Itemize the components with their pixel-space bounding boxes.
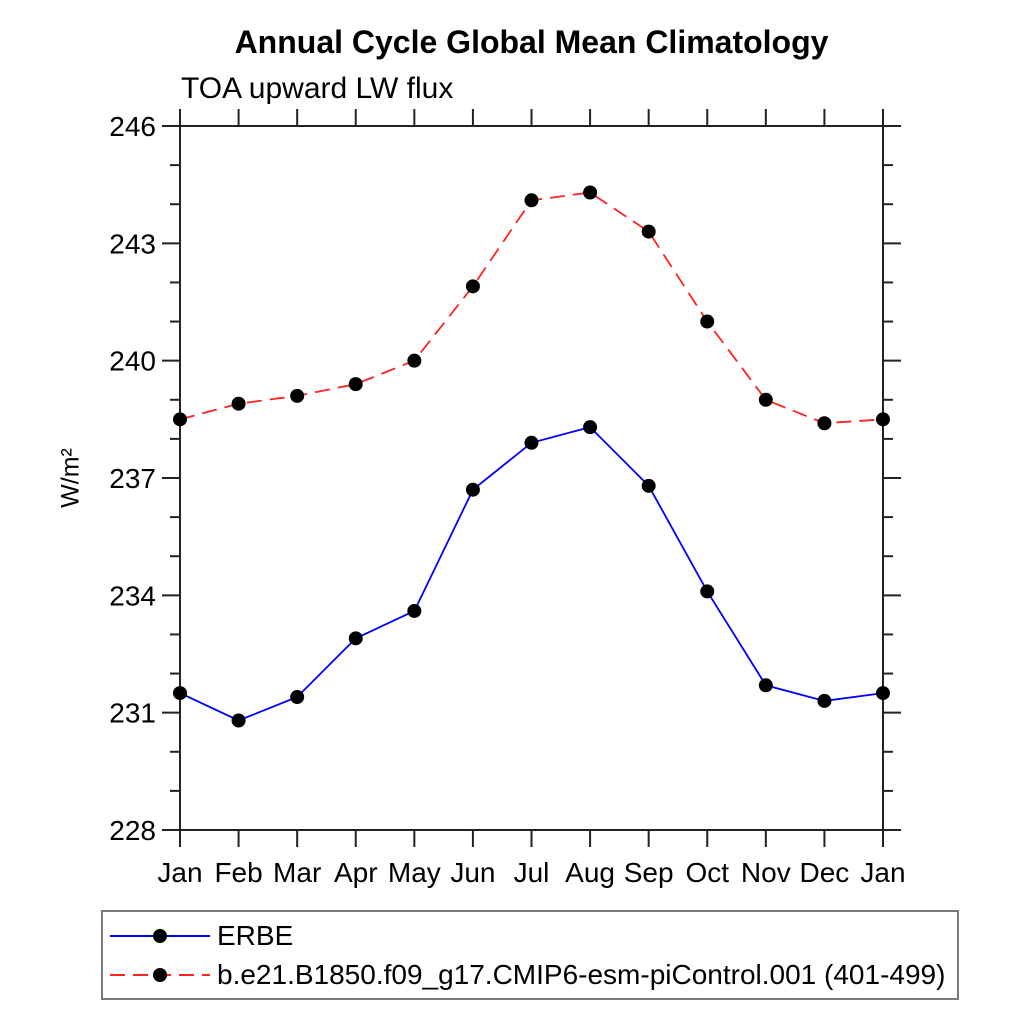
x-tick-label: May (388, 857, 441, 888)
data-point (876, 686, 890, 701)
data-point (348, 377, 363, 392)
data-point (407, 603, 422, 618)
data-point (758, 678, 773, 693)
y-tick-label: 240 (109, 346, 156, 377)
data-point (583, 420, 598, 435)
legend-dashed-line-dot-icon (110, 967, 210, 982)
data-point (758, 392, 773, 407)
legend-solid-line-dot-icon (110, 928, 210, 943)
data-point (173, 412, 187, 427)
y-tick-label: 231 (109, 698, 156, 729)
data-point (465, 482, 480, 497)
legend-item-erbe: ERBE (109, 919, 957, 953)
x-tick-label: Sep (624, 857, 674, 888)
legend-label-model: b.e21.B1850.f09_g17.CMIP6-esm-piControl.… (217, 958, 946, 990)
data-point (817, 416, 832, 431)
data-point (407, 353, 422, 368)
data-point (524, 435, 539, 450)
legend-item-model: b.e21.B1850.f09_g17.CMIP6-esm-piControl.… (109, 958, 957, 992)
y-tick-label: 228 (109, 815, 156, 846)
x-tick-label: Nov (741, 857, 791, 888)
x-tick-label: Jan (860, 857, 905, 888)
data-point (465, 279, 480, 294)
x-tick-label: Apr (334, 857, 378, 888)
data-point (641, 224, 656, 239)
data-point (290, 388, 305, 403)
legend-box: ERBE b.e21.B1850.f09_g17.CMIP6-esm-piCon… (101, 910, 959, 1000)
x-tick-label: Jun (450, 857, 495, 888)
x-tick-label: Oct (685, 857, 729, 888)
series-line-0 (179, 426, 884, 722)
chart-subtitle: TOA upward LW flux (181, 72, 454, 105)
legend-label-erbe: ERBE (217, 919, 294, 951)
data-point (817, 693, 832, 708)
y-tick-label: 243 (109, 228, 156, 259)
x-tick-label: Jul (514, 857, 550, 888)
data-point (231, 713, 246, 728)
x-tick-label: Mar (273, 857, 321, 888)
x-tick-label: Feb (214, 857, 262, 888)
y-tick-label: 237 (109, 463, 156, 494)
series-line-1 (179, 191, 884, 425)
data-point (641, 478, 656, 493)
data-point (173, 686, 187, 701)
data-point (290, 690, 305, 705)
data-point (700, 314, 715, 329)
data-point (876, 412, 890, 427)
data-point (231, 396, 246, 411)
chart-title: Annual Cycle Global Mean Climatology (234, 24, 829, 60)
y-tick-label: 246 (109, 111, 156, 142)
data-point (700, 584, 715, 599)
data-point (583, 185, 598, 200)
data-point (348, 631, 363, 646)
x-tick-label: Dec (800, 857, 850, 888)
y-tick-label: 234 (109, 580, 156, 611)
x-tick-label: Aug (565, 857, 615, 888)
x-tick-label: Jan (157, 857, 202, 888)
data-point (524, 193, 539, 208)
